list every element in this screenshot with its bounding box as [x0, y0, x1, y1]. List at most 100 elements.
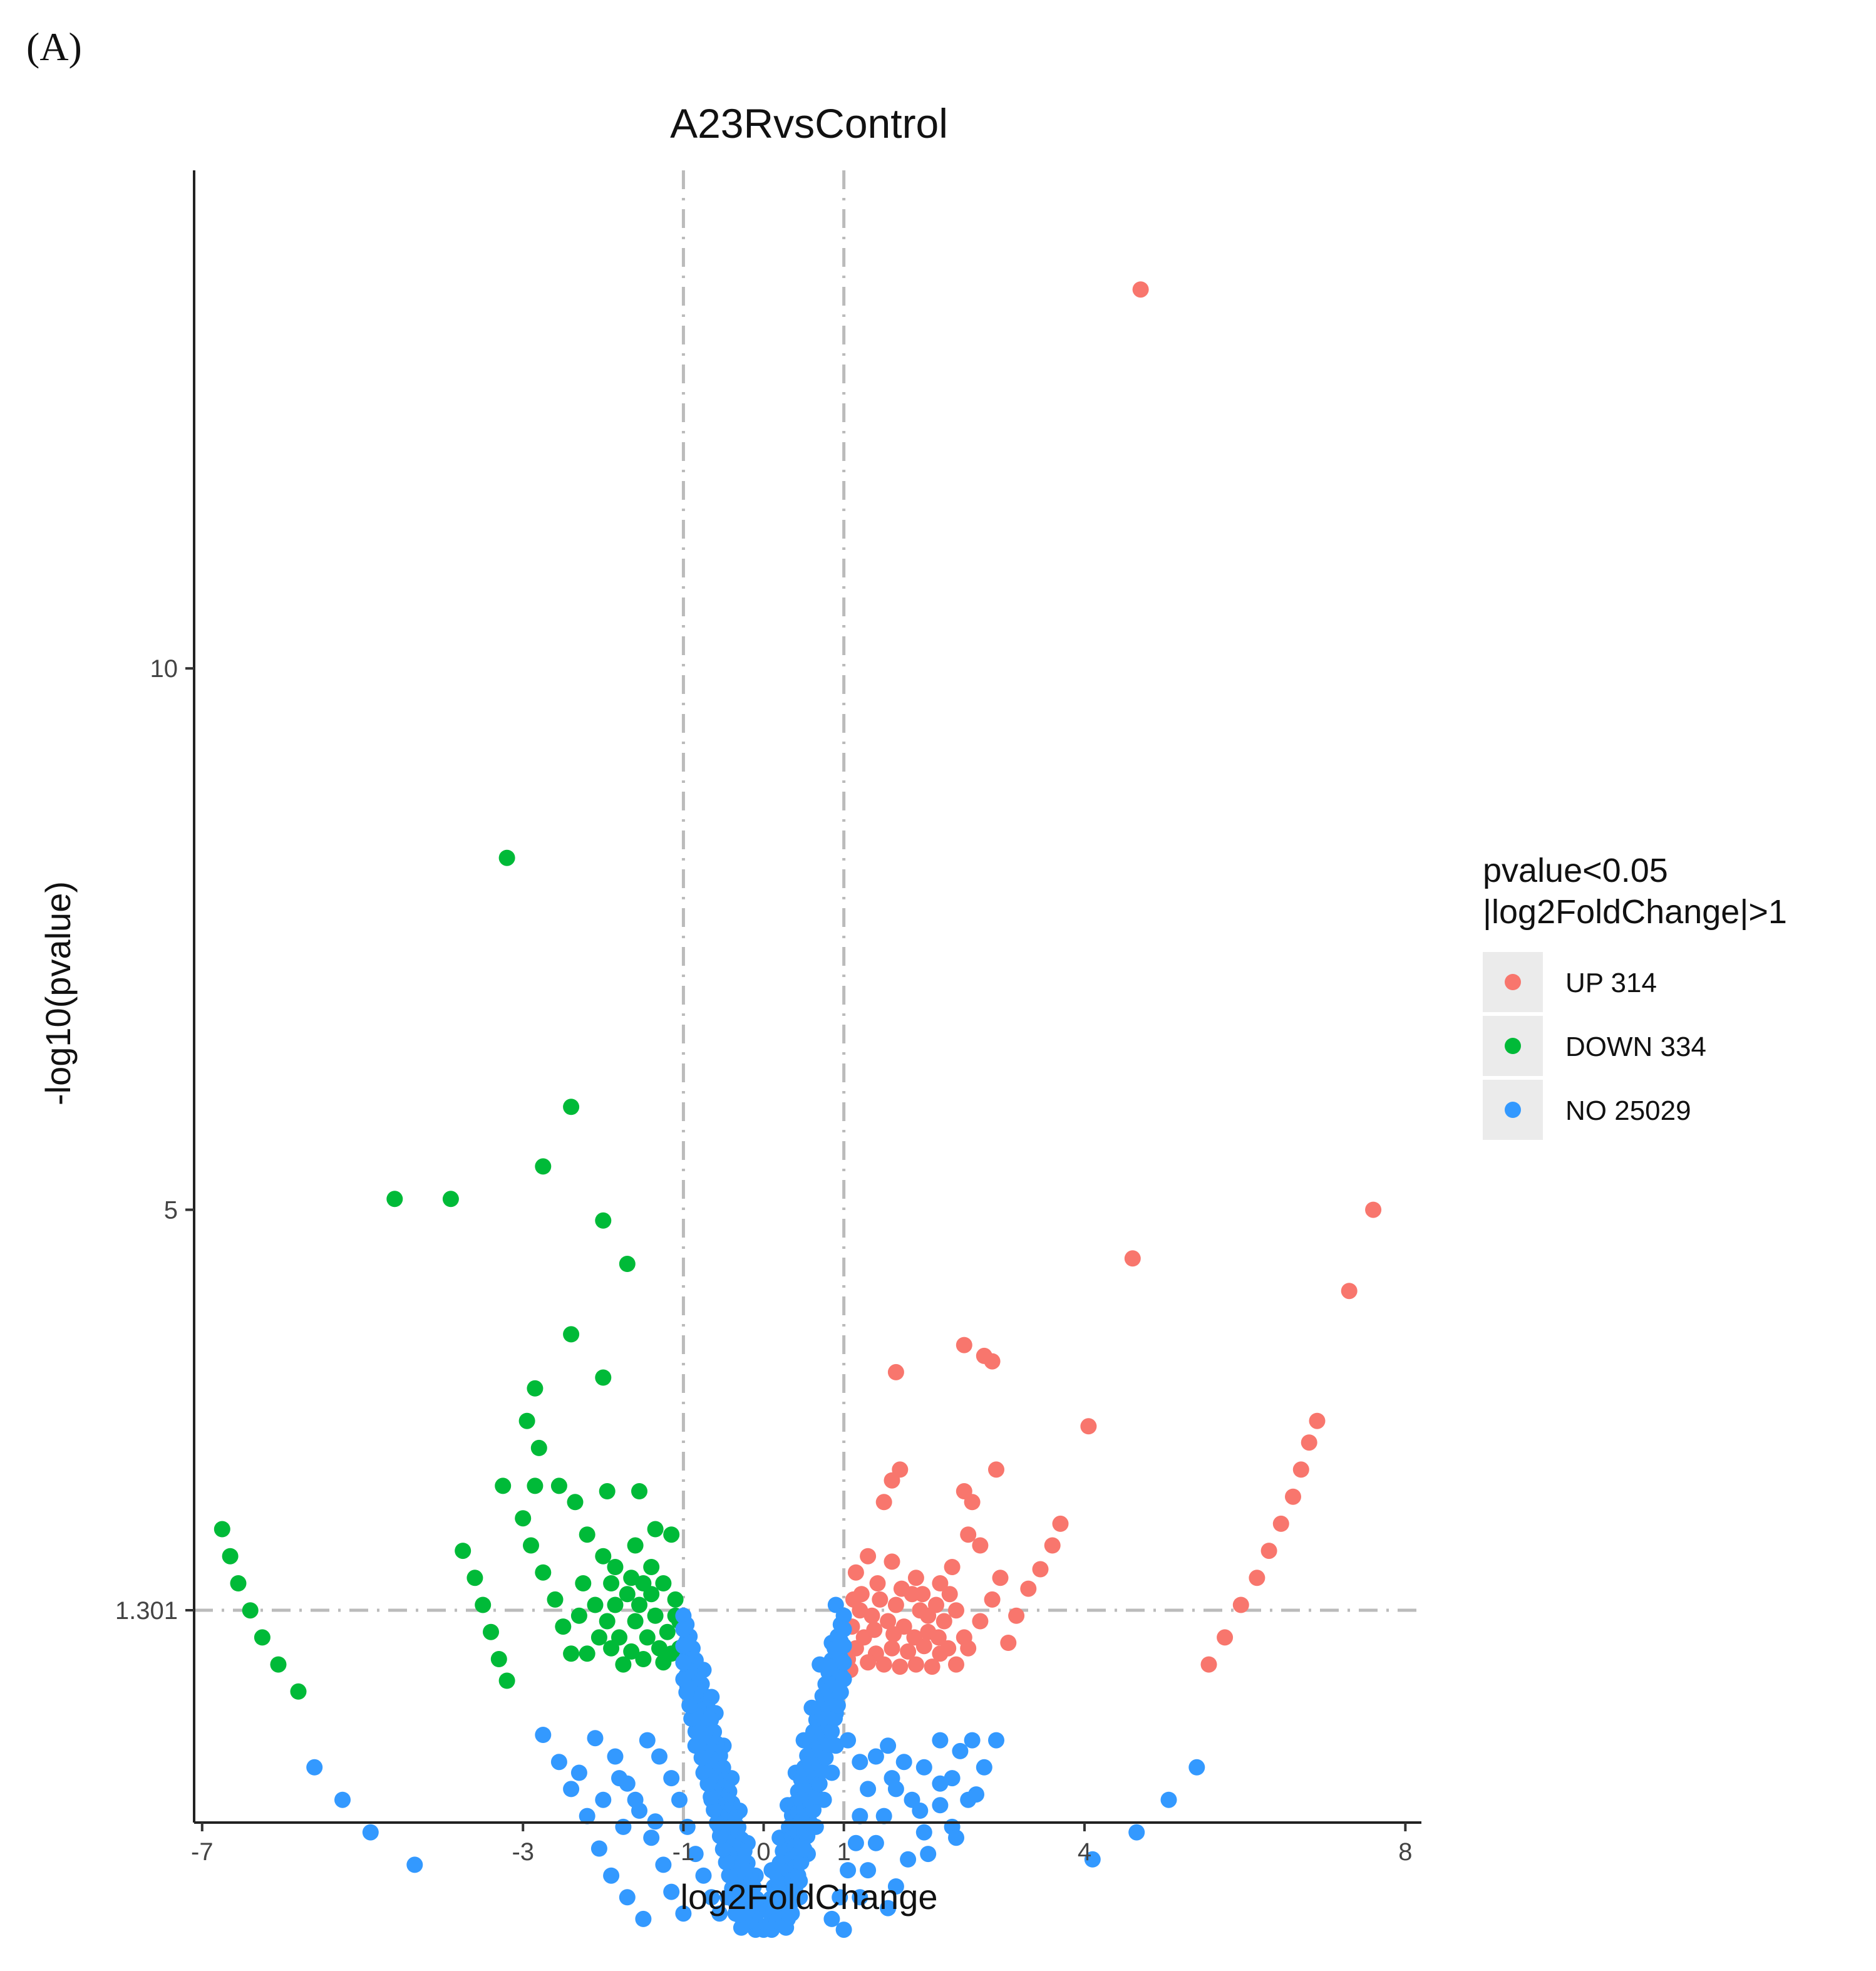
point-down-72	[570, 1607, 587, 1624]
point-down-14	[230, 1575, 247, 1591]
point-up-16	[1052, 1515, 1069, 1532]
point-up-69	[907, 1656, 924, 1673]
point-no-dense-125	[687, 1723, 704, 1740]
point-down-10	[518, 1412, 535, 1429]
point-no-87	[968, 1786, 984, 1803]
point-no-11	[635, 1910, 652, 1927]
x-axis-title: log2FoldChange	[681, 1877, 938, 1917]
point-no-65	[835, 1922, 852, 1938]
chart-title: A23RvsControl	[670, 100, 948, 147]
point-no-dense-113	[724, 1880, 741, 1897]
point-no-28	[711, 1905, 728, 1922]
point-down-66	[615, 1656, 632, 1673]
point-up-79	[866, 1622, 883, 1638]
point-no-dense-117	[711, 1828, 728, 1844]
point-up-9	[1309, 1412, 1326, 1429]
y-tick-label-0: 1.301	[115, 1597, 178, 1625]
point-up-41	[972, 1613, 989, 1630]
point-up-25	[1217, 1629, 1234, 1646]
point-no-9	[603, 1867, 620, 1884]
point-up-63	[932, 1645, 949, 1662]
point-up-44	[863, 1607, 880, 1624]
point-no-6	[563, 1781, 580, 1798]
point-down-8	[595, 1369, 612, 1386]
point-no-3	[406, 1856, 423, 1873]
data-points	[214, 281, 1382, 1938]
legend-key-dot-2	[1505, 1102, 1521, 1118]
point-up-54	[948, 1602, 964, 1619]
point-no-72	[852, 1889, 868, 1906]
point-no-119	[932, 1775, 949, 1792]
point-no-4	[535, 1727, 552, 1743]
point-down-18	[290, 1683, 307, 1700]
point-no-78	[900, 1851, 917, 1868]
point-up-33	[884, 1553, 900, 1570]
point-up-68	[892, 1658, 909, 1675]
point-down-3	[386, 1191, 403, 1208]
point-down-6	[619, 1256, 636, 1272]
point-no-dense-246	[796, 1841, 813, 1858]
point-up-74	[893, 1580, 910, 1597]
point-down-21	[475, 1596, 492, 1613]
legend-title-line-2: |log2FoldChange|>1	[1483, 893, 1787, 931]
point-up-61	[900, 1643, 917, 1660]
point-down-15	[242, 1602, 259, 1619]
point-no-dense-112	[727, 1893, 744, 1910]
point-down-35	[579, 1526, 595, 1543]
point-down-17	[270, 1656, 287, 1673]
point-no-20	[639, 1732, 656, 1749]
point-down-20	[466, 1570, 483, 1586]
legend-label-1: DOWN 334	[1565, 1032, 1706, 1062]
point-no-dense-116	[714, 1841, 731, 1858]
point-no-dense-126	[684, 1710, 701, 1727]
point-no-92	[1188, 1759, 1205, 1776]
point-down-36	[595, 1548, 612, 1565]
y-axis-ticks: 1.301 5 10	[115, 655, 194, 1625]
point-up-35	[932, 1575, 949, 1591]
point-no-116	[595, 1791, 612, 1808]
point-up-10	[875, 1494, 892, 1511]
point-up-22	[1260, 1543, 1277, 1560]
point-no-dense-244	[790, 1867, 807, 1884]
point-down-49	[635, 1651, 652, 1667]
point-up-77	[906, 1629, 923, 1646]
point-no-60	[852, 1808, 868, 1824]
x-tick-label-0: -7	[191, 1838, 214, 1866]
point-up-37	[960, 1526, 977, 1543]
point-no-117	[615, 1818, 632, 1835]
point-down-63	[607, 1596, 624, 1613]
point-up-12	[892, 1461, 909, 1478]
point-down-68	[655, 1654, 672, 1671]
point-up-66	[860, 1654, 877, 1671]
point-no-77	[915, 1824, 932, 1841]
point-no-dense-128	[678, 1684, 695, 1700]
point-no-26	[695, 1867, 712, 1884]
x-tick-label-1: -3	[512, 1838, 534, 1866]
point-no-120	[912, 1803, 929, 1819]
point-no-89	[1084, 1851, 1101, 1868]
point-no-113	[884, 1770, 900, 1787]
point-no-dense-241	[781, 1906, 797, 1923]
point-down-12	[214, 1521, 230, 1538]
x-tick-label-5: 4	[1078, 1838, 1091, 1866]
point-down-32	[527, 1477, 544, 1494]
point-no-64	[823, 1910, 840, 1927]
point-no-dense-240	[778, 1919, 795, 1936]
point-no-dense-129	[675, 1671, 692, 1688]
point-no-58	[852, 1754, 868, 1771]
point-no-dense-255	[823, 1723, 840, 1740]
point-no-110	[627, 1791, 644, 1808]
point-up-4	[887, 1363, 904, 1380]
point-down-33	[550, 1477, 567, 1494]
point-up-27	[1032, 1561, 1049, 1578]
point-no-66	[880, 1737, 897, 1754]
point-down-5	[595, 1212, 612, 1229]
point-up-15	[988, 1461, 1004, 1478]
point-no-18	[663, 1883, 680, 1900]
point-up-67	[875, 1656, 892, 1673]
y-tick-label-2: 10	[150, 655, 178, 683]
x-tick-label-6: 8	[1398, 1838, 1412, 1866]
point-no-16	[643, 1829, 660, 1846]
point-down-57	[619, 1586, 636, 1603]
point-down-29	[547, 1591, 564, 1608]
